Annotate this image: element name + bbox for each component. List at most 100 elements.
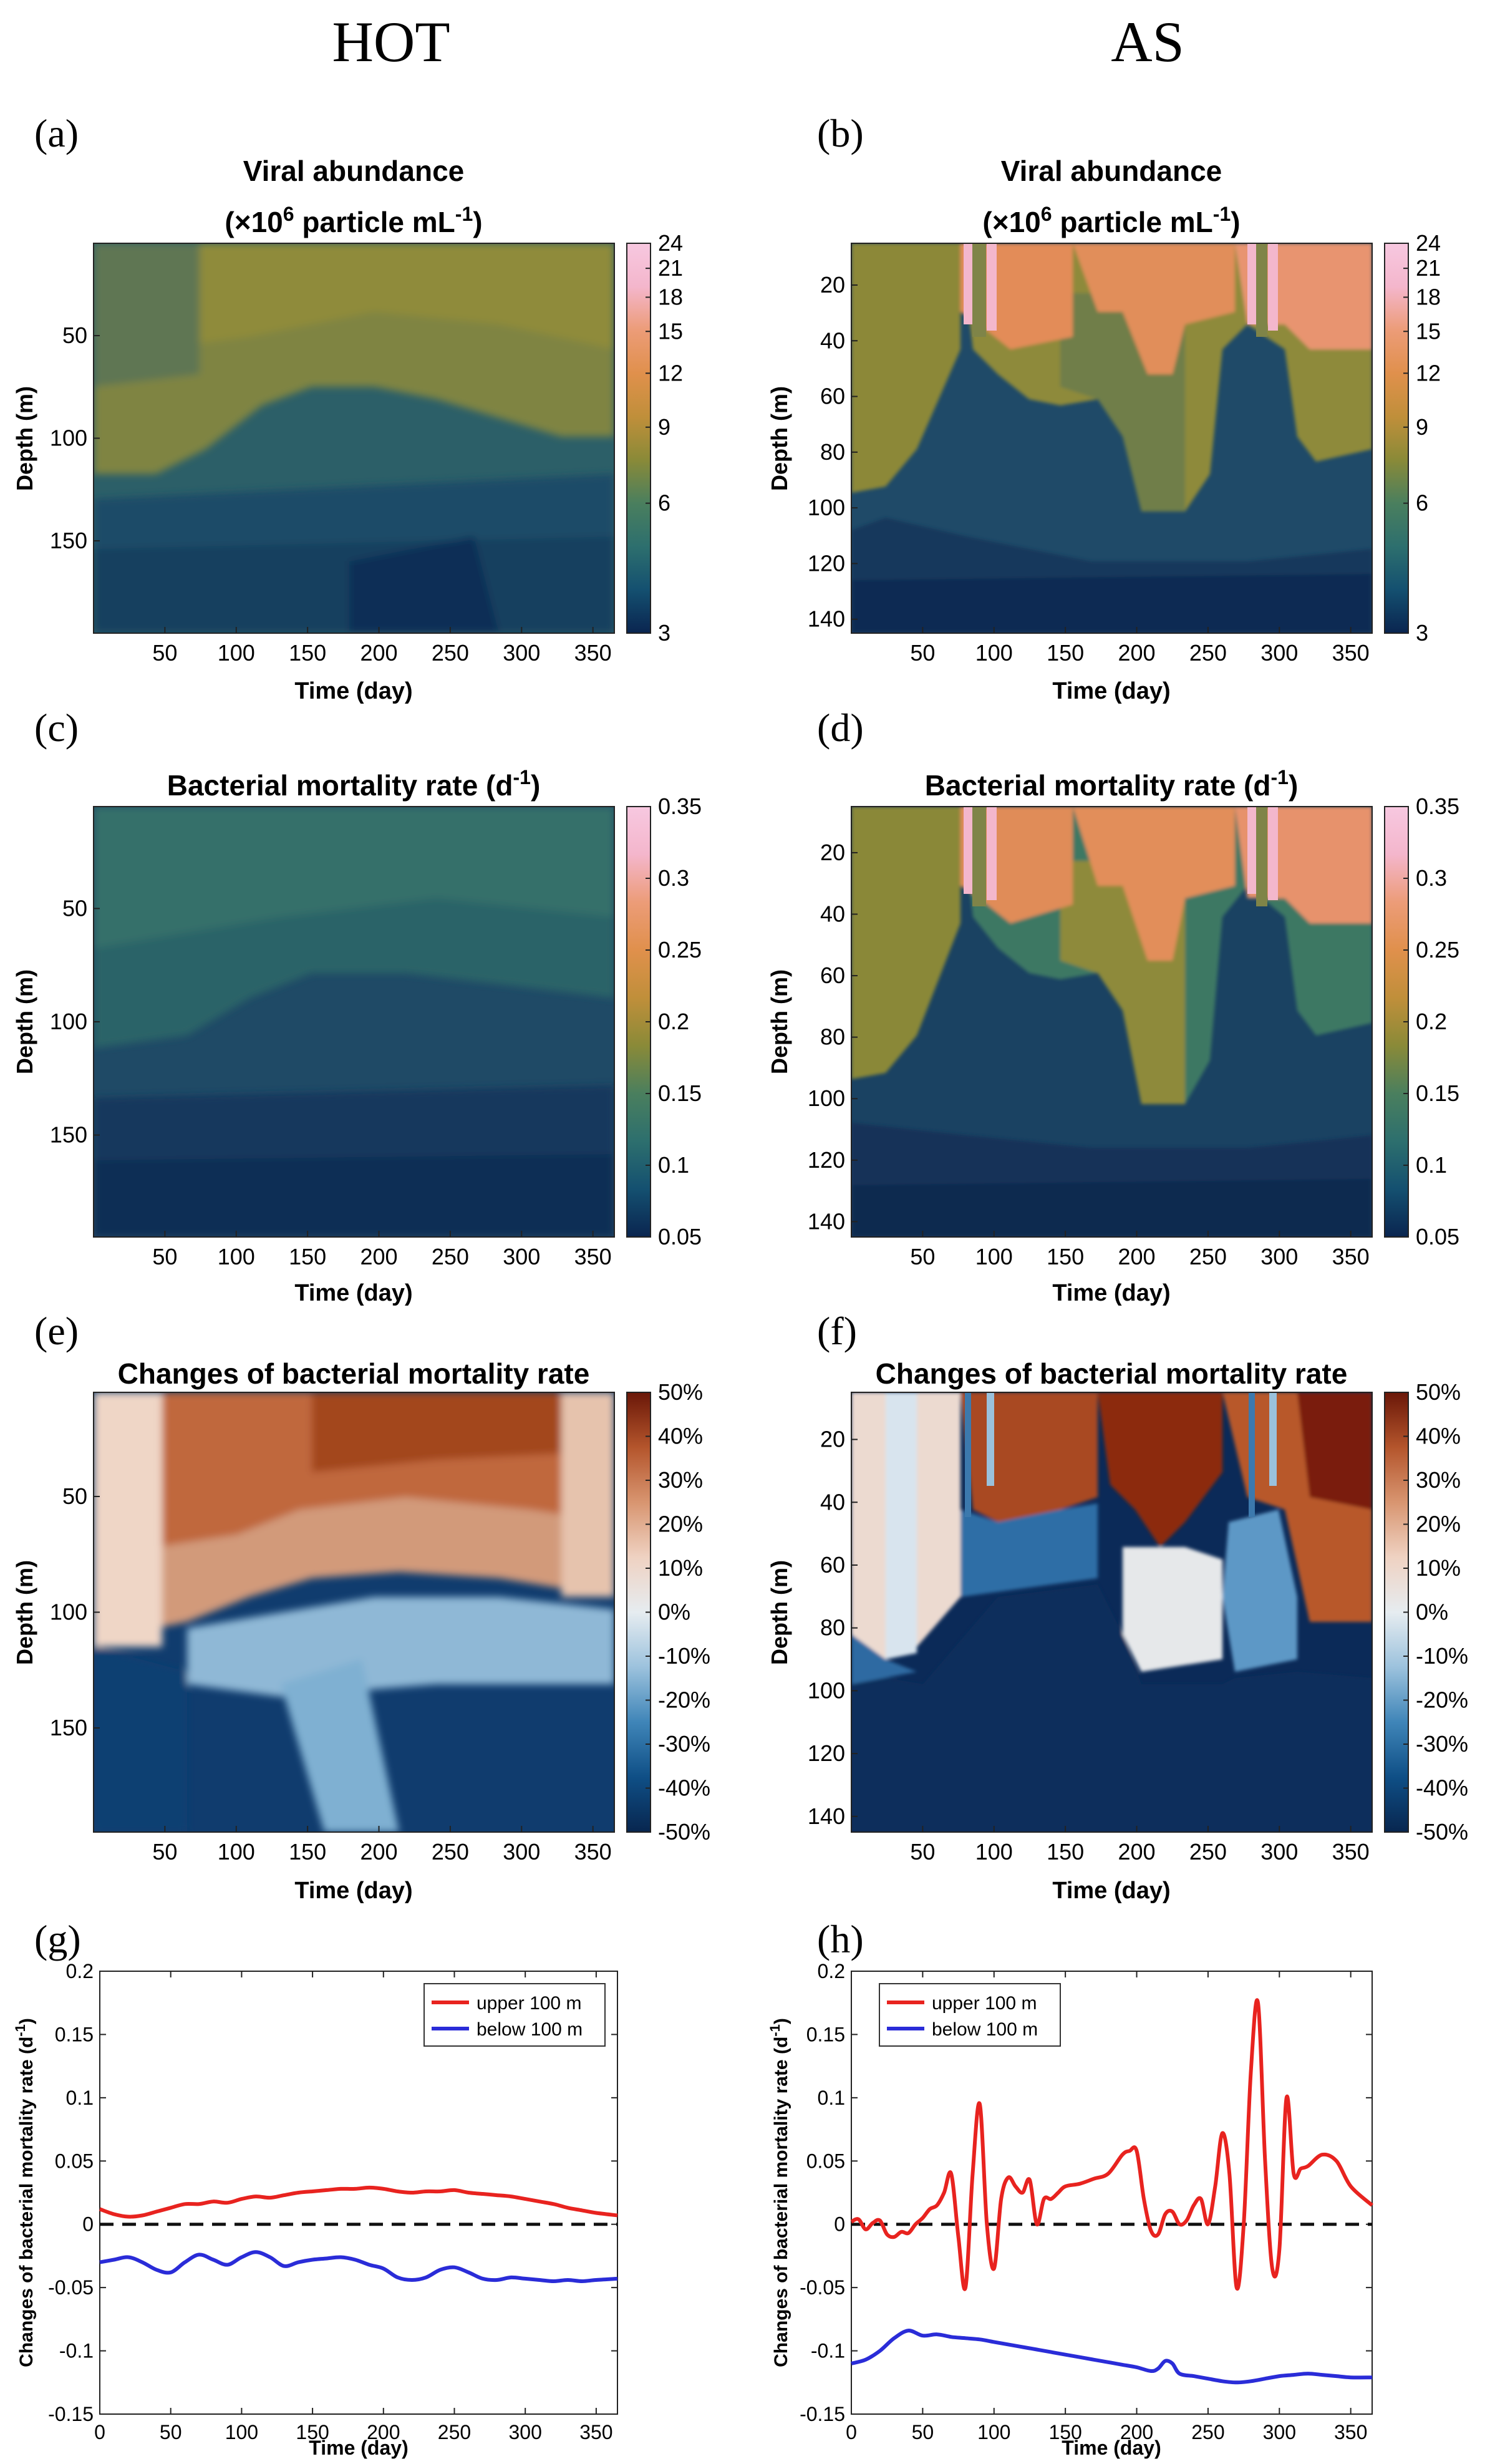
panel-label-c: (c) [34, 706, 79, 750]
colorbar-tick-label: -20% [1416, 1687, 1468, 1713]
x-tick-label: 150 [1047, 640, 1084, 666]
y-tick-label: 0.05 [806, 2150, 845, 2172]
panel-e-colorbar: -50% -40% -30% -20% -10% 0% 10% 20% 30% 40% 50% [626, 1379, 710, 1845]
x-tick-label: 300 [1260, 1839, 1298, 1865]
x-tick-label: 200 [367, 2421, 400, 2443]
y-tick-label: 120 [808, 550, 845, 576]
x-tick-label: 300 [503, 1839, 540, 1865]
panel-f: (f) Changes of bacterial mortality rate [767, 1309, 1468, 1904]
panel-a-title-line2: (×106 particle mL-1) [225, 203, 482, 238]
heatmap-d [851, 807, 1372, 1237]
panel-c-yticks: 50 100 150 [50, 895, 100, 1148]
colorbar-tick-label: -40% [1416, 1775, 1468, 1801]
panel-f-title: Changes of bacterial mortality rate [876, 1357, 1348, 1390]
colorbar-tick-label: 0.05 [1416, 1224, 1459, 1249]
panel-e-title: Changes of bacterial mortality rate [118, 1357, 590, 1390]
colorbar-tick-label: -50% [1416, 1819, 1468, 1845]
x-tick-label: 50 [152, 640, 177, 666]
column-header-hot: HOT [332, 10, 450, 74]
x-tick-label: 50 [910, 1839, 935, 1865]
colorbar-tick-label: -40% [658, 1775, 710, 1801]
colorbar-tick-label: 0.15 [1416, 1080, 1459, 1106]
y-tick-label: 0.15 [55, 2023, 94, 2045]
x-tick-label: 250 [1189, 640, 1227, 666]
series-line-upper-100m [99, 2185, 618, 2219]
y-tick-label: 80 [820, 439, 845, 465]
x-tick-label: 100 [218, 1244, 255, 1269]
y-tick-label: 50 [62, 323, 87, 348]
colorbar-tick-label: 0.35 [1416, 793, 1459, 819]
panel-f-ylabel: Depth (m) [767, 1560, 792, 1665]
panel-e-yticks: 50 100 150 [50, 1483, 100, 1740]
panel-e-xlabel: Time (day) [294, 1878, 412, 1904]
colorbar-tick-label: -20% [658, 1687, 710, 1713]
panel-g-xlabel: Time (day) [309, 2437, 408, 2459]
colorbar-tick-label: 9 [658, 414, 670, 440]
x-tick-label: 200 [1118, 1244, 1155, 1269]
panel-a-yticks: 50 100 150 [50, 323, 100, 553]
panel-c-ylabel: Depth (m) [12, 969, 37, 1074]
colorbar-tick-label: 0% [658, 1599, 690, 1625]
y-tick-label: 40 [820, 901, 845, 927]
y-tick-label: 40 [820, 327, 845, 353]
x-tick-label: 150 [289, 640, 326, 666]
x-tick-label: 200 [1118, 640, 1155, 666]
x-tick-label: 200 [1120, 2421, 1153, 2443]
colorbar-tick-label: -10% [658, 1643, 710, 1669]
x-tick-label: 50 [910, 1244, 935, 1269]
panel-c: (c) Bacterial mortality rate (d-1) Time … [12, 706, 702, 1306]
y-tick-label: 0.2 [818, 1960, 845, 1982]
panel-d: (d) Bacterial mortality rate (d-1) Time … [767, 706, 1459, 1306]
legend-label: upper 100 m [932, 1993, 1037, 2014]
colorbar-tick-label: 24 [658, 230, 683, 256]
panel-b: (b) Viral abundance (×106 particle mL-1) [767, 111, 1441, 704]
x-tick-label: 200 [1118, 1839, 1155, 1865]
colorbar-tick-label: 50% [658, 1379, 703, 1405]
y-tick-label: 0.1 [818, 2087, 845, 2109]
panel-label-h: (h) [817, 1917, 864, 1961]
x-tick-label: 50 [152, 1839, 177, 1865]
y-tick-label: -0.1 [811, 2340, 845, 2362]
x-tick-label: 150 [296, 2421, 329, 2443]
colorbar-tick-label: 6 [1416, 490, 1428, 516]
y-tick-label: 60 [820, 384, 845, 409]
y-tick-label: 100 [808, 1085, 845, 1111]
x-tick-label: 250 [432, 640, 469, 666]
x-tick-label: 50 [160, 2421, 182, 2443]
y-tick-label: 0.2 [66, 1960, 94, 1982]
y-tick-label: -0.05 [48, 2276, 94, 2299]
colorbar-tick-label: 0.35 [658, 793, 702, 819]
y-tick-label: 20 [820, 840, 845, 865]
x-tick-label: 50 [910, 640, 935, 666]
colorbar-tick-label: 0.3 [658, 865, 689, 891]
x-tick-label: 100 [225, 2421, 258, 2443]
colorbar-tick-label: 0.25 [658, 937, 702, 963]
series-line-below-100m [99, 2250, 618, 2283]
heatmap-e [94, 1392, 614, 1832]
panel-a-ylabel: Depth (m) [12, 386, 37, 491]
x-tick-label: 100 [218, 640, 255, 666]
heatmap-f [851, 1392, 1372, 1832]
x-tick-label: 200 [360, 640, 397, 666]
colorbar-tick-label: 0.1 [1416, 1152, 1447, 1178]
x-tick-label: 250 [438, 2421, 471, 2443]
panel-label-a: (a) [34, 111, 79, 155]
panel-g-plot: 0 50 100 150 200 250 300 350 -0.15 -0.1 -0.05 0 0.05… [48, 1960, 618, 2443]
x-tick-label: 350 [1334, 2421, 1367, 2443]
x-tick-label: 200 [360, 1244, 397, 1269]
colorbar-tick-label: 9 [1416, 414, 1428, 440]
column-header-as: AS [1111, 10, 1184, 74]
x-tick-label: 200 [360, 1839, 397, 1865]
colorbar-tick-label: -10% [1416, 1643, 1468, 1669]
colorbar-tick-label: 12 [658, 360, 683, 386]
panel-h-xlabel: Time (day) [1062, 2437, 1161, 2459]
y-tick-label: 100 [808, 495, 845, 520]
series-line-below-100m [851, 2329, 1373, 2385]
y-tick-label: 40 [820, 1489, 845, 1515]
x-tick-label: 0 [846, 2421, 857, 2443]
x-tick-label: 350 [579, 2421, 612, 2443]
y-tick-label: 140 [808, 1208, 845, 1234]
panel-e-xticks: 50 100 150 200 250 300 350 [152, 1826, 612, 1865]
